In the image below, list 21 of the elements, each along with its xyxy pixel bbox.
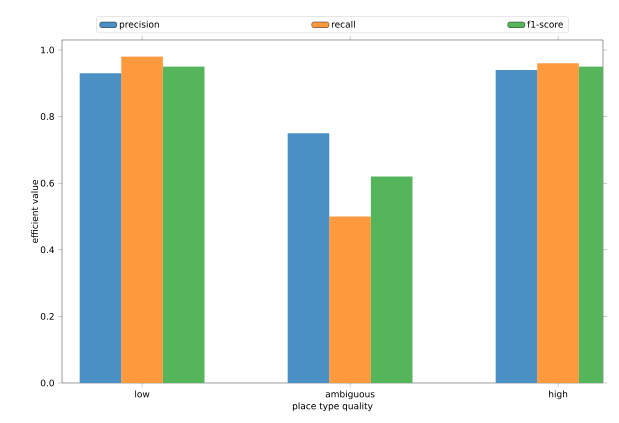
- bar: [288, 133, 330, 383]
- x-tick-label: low: [135, 390, 150, 398]
- bar: [329, 216, 371, 383]
- y-axis-title: efficient value: [31, 180, 38, 243]
- y-tick-label: 0.8: [40, 113, 54, 120]
- y-tick-label: 0.0: [40, 380, 54, 386]
- x-tick-label: ambiguous: [326, 390, 375, 400]
- y-tick-label: 0.4: [40, 246, 54, 254]
- bar: [80, 73, 122, 383]
- legend-label: f1-score: [527, 20, 563, 28]
- bar: [370, 176, 412, 383]
- bar: [162, 66, 204, 383]
- y-tick-label: 0.6: [40, 180, 54, 187]
- x-tick-label: high: [549, 390, 568, 400]
- y-tick-label: 0.2: [40, 312, 54, 320]
- legend-label: recall: [332, 20, 355, 28]
- bar: [496, 70, 538, 383]
- bar: [121, 56, 163, 383]
- legend-label: precision: [120, 20, 159, 30]
- x-axis-title: place type quality: [292, 402, 373, 412]
- y-tick-label: 1.0: [41, 46, 54, 54]
